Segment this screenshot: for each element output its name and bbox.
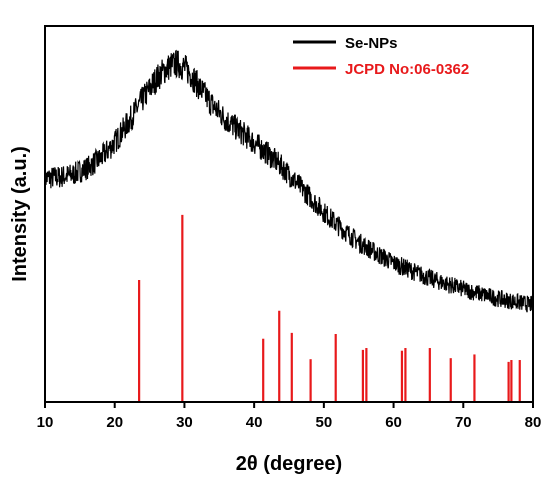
reference-sticks <box>138 214 521 402</box>
series-se-nps-line <box>44 49 534 313</box>
legend-label-jcpd: JCPD No:06-0362 <box>345 61 469 78</box>
x-tick-label-20: 20 <box>106 414 123 431</box>
x-axis-label: 2θ (degree) <box>236 453 342 475</box>
legend: Se-NPs JCPD No:06-0362 <box>293 35 469 78</box>
x-axis-ticks: 10 20 30 40 50 60 70 80 <box>37 402 542 431</box>
x-tick-label-10: 10 <box>37 414 54 431</box>
x-tick-label-70: 70 <box>455 414 472 431</box>
x-tick-label-60: 60 <box>385 414 402 431</box>
x-tick-label-40: 40 <box>246 414 263 431</box>
plot-frame <box>44 25 534 403</box>
y-axis-label: Intensity (a.u.) <box>9 146 31 282</box>
x-tick-label-50: 50 <box>316 414 333 431</box>
x-tick-label-30: 30 <box>176 414 193 431</box>
legend-label-se-nps: Se-NPs <box>345 35 398 52</box>
plot-area <box>44 49 534 313</box>
x-tick-label-80: 80 <box>525 414 542 431</box>
